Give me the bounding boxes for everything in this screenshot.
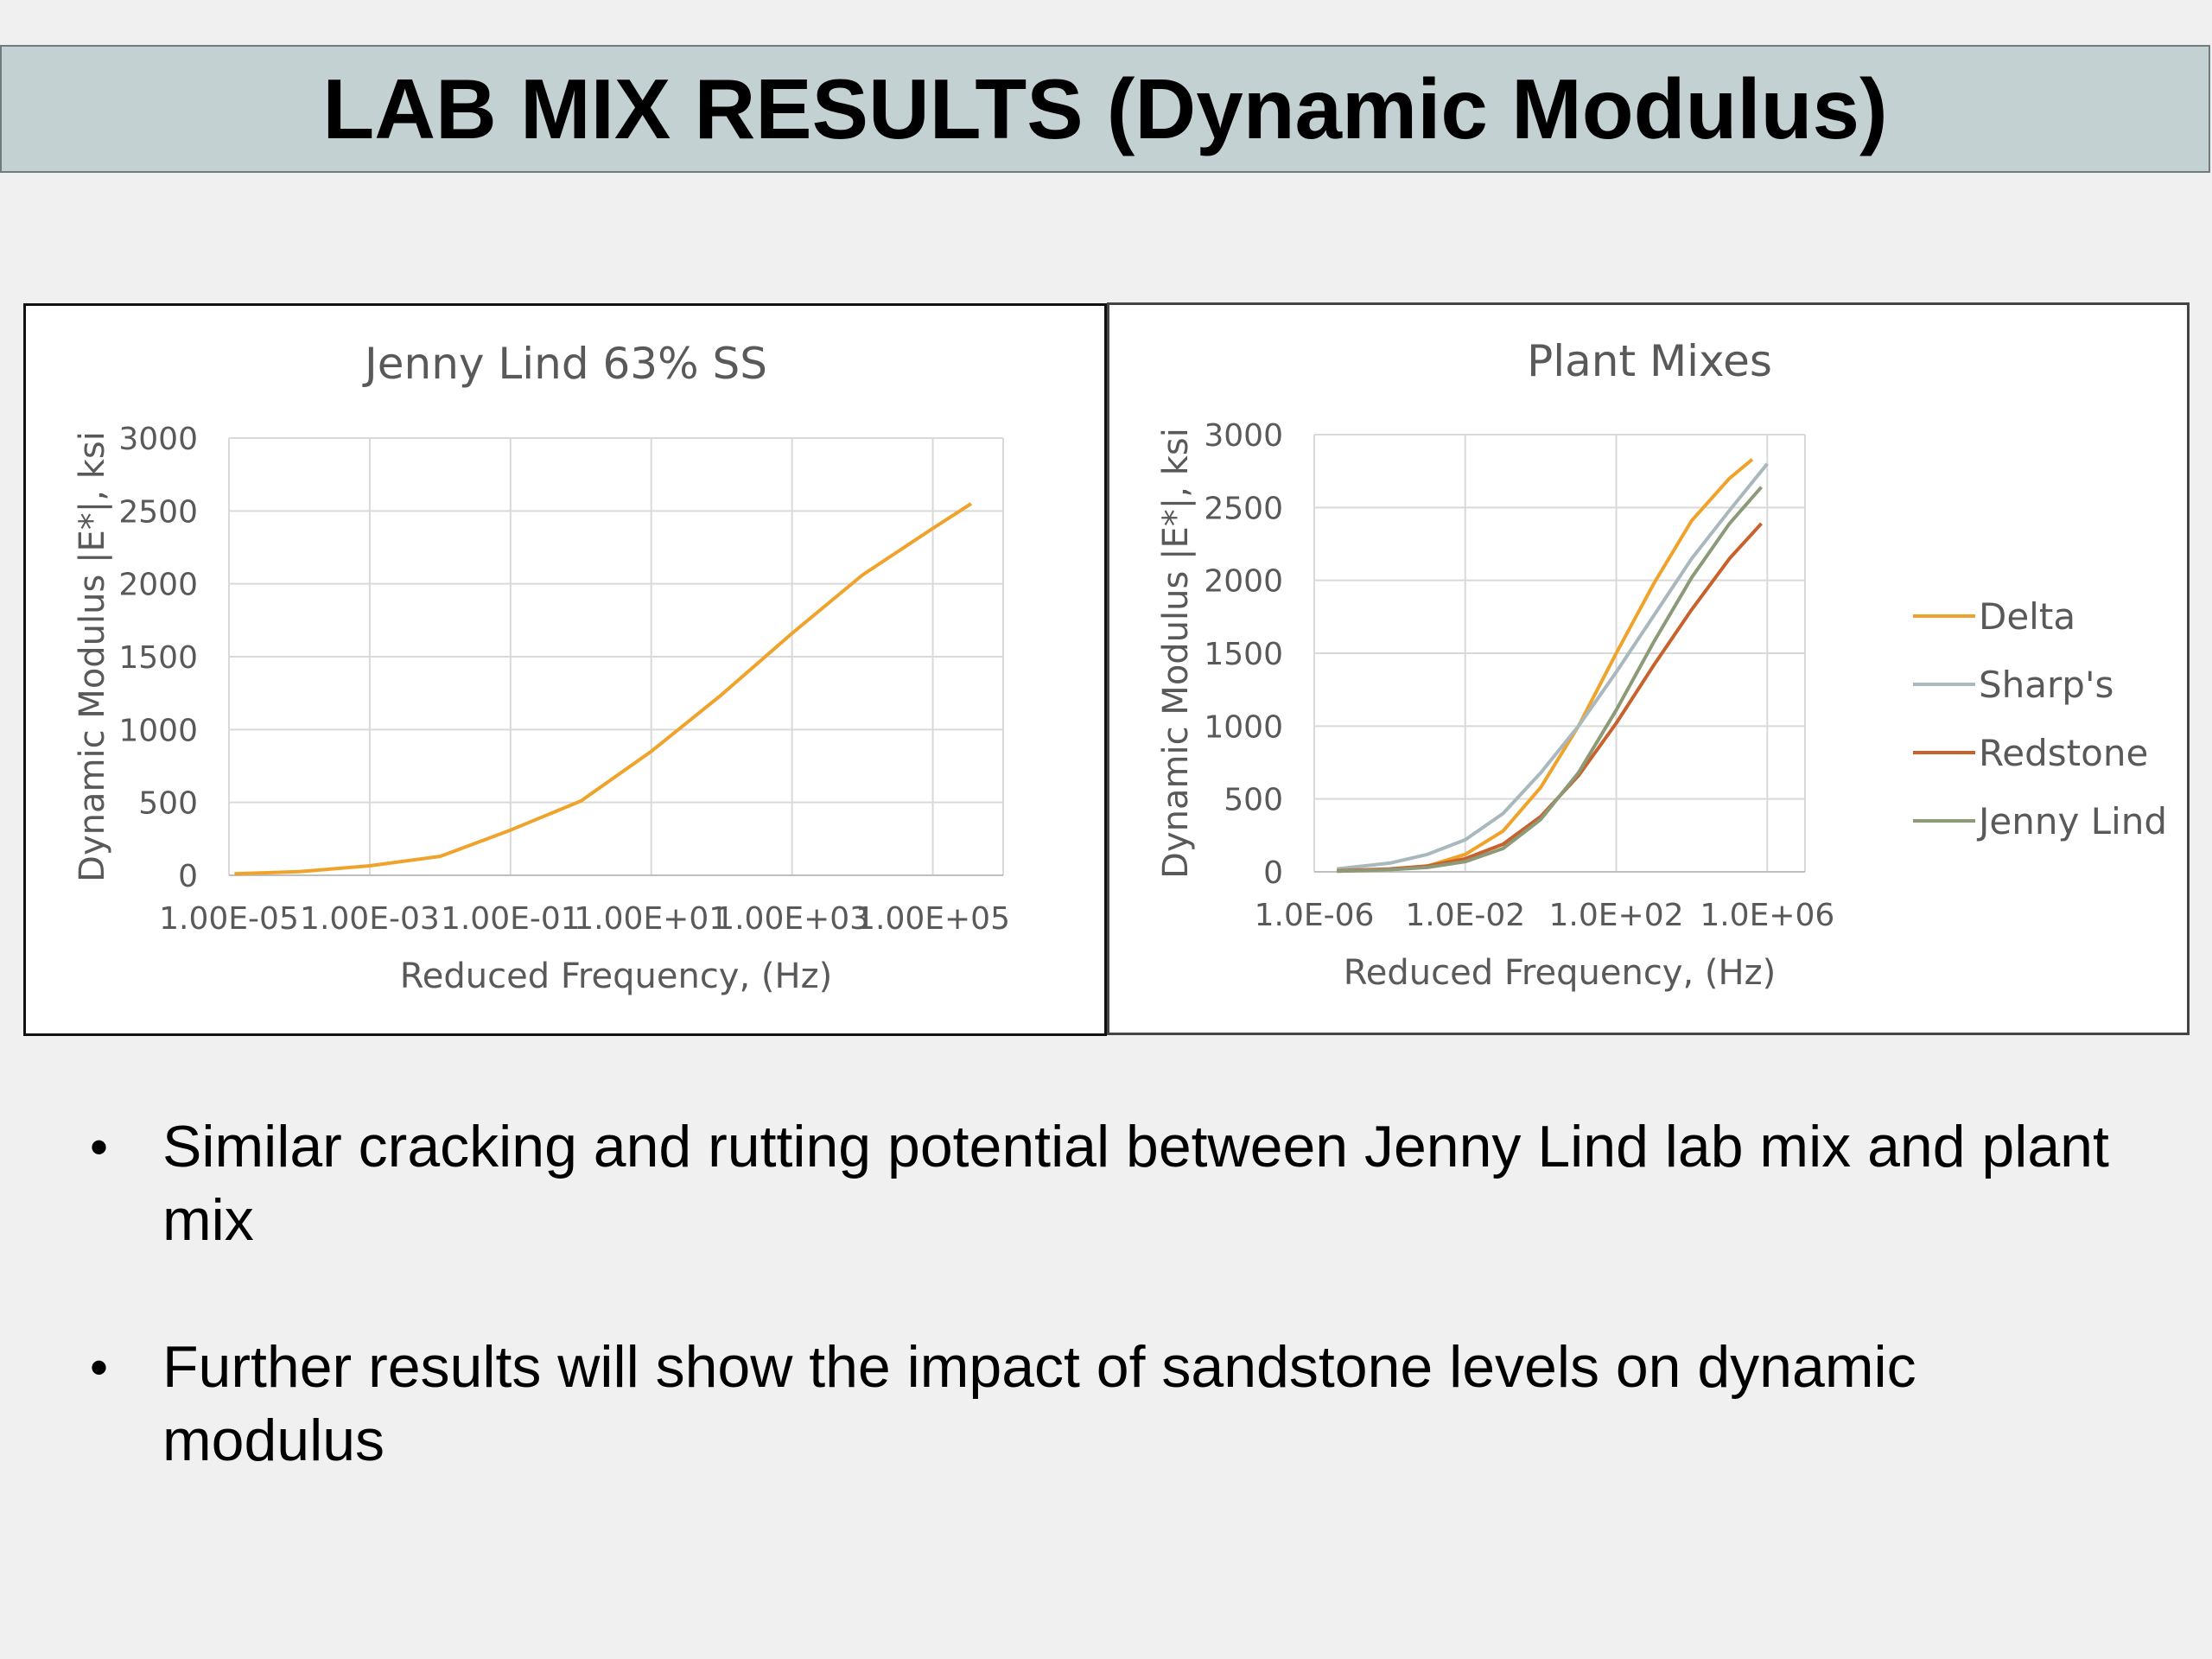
x-tick-label: 1.00E-01 (441, 901, 581, 937)
y-tick-label: 0 (1263, 855, 1283, 891)
bullet-text: Similar cracking and rutting potential b… (162, 1114, 2109, 1253)
x-tick-label: 1.0E-02 (1405, 898, 1525, 933)
chart-title: Plant Mixes (1527, 336, 1772, 386)
series-line-redstone (1337, 522, 1763, 873)
y-tick-label: 3000 (118, 422, 198, 457)
y-tick-label: 1000 (1204, 709, 1283, 745)
x-axis-title: Reduced Frequency, (Hz) (1344, 953, 1776, 993)
legend-label: Delta (1979, 595, 2075, 638)
y-tick-label: 2000 (1204, 564, 1283, 600)
x-tick-label: 1.00E-03 (300, 901, 440, 937)
y-tick-label: 2500 (1204, 491, 1283, 526)
y-tick-label: 500 (1224, 783, 1283, 818)
y-axis-title: Dynamic Modulus |E*|, ksi (73, 431, 112, 882)
y-tick-label: 2500 (118, 494, 198, 530)
x-tick-label: 1.00E+03 (715, 901, 869, 937)
series-line-0 (234, 502, 972, 876)
legend-label: Sharp's (1979, 664, 2113, 706)
x-tick-label: 1.00E+01 (574, 901, 728, 937)
y-tick-label: 1000 (118, 713, 198, 748)
chart-title: Jenny Lind 63% SS (362, 339, 767, 389)
slide-title-bar: LAB MIX RESULTS (Dynamic Modulus) (0, 45, 2210, 173)
y-tick-label: 500 (138, 786, 198, 822)
x-tick-label: 1.0E+06 (1700, 898, 1834, 933)
x-tick-label: 1.00E-05 (159, 901, 299, 937)
legend-label: Redstone (1979, 732, 2148, 774)
bullet-list: • Similar cracking and rutting potential… (86, 1110, 2143, 1551)
y-tick-label: 2000 (118, 568, 198, 603)
chart-jenny-lind-63-ss: Jenny Lind 63% SS 0 500 1000 1500 2000 2500 300… (23, 303, 1107, 1036)
y-tick-label: 0 (178, 859, 198, 894)
chart-plant-mixes: Plant Mixes 0 500 1000 1500 2000 2500 3000 1.0E-… (1107, 302, 2190, 1035)
series-line-delta (1337, 458, 1754, 874)
y-tick-label: 1500 (1204, 637, 1283, 672)
slide-title: LAB MIX RESULTS (Dynamic Modulus) (322, 60, 1888, 156)
chart-jenny-lind-svg: Jenny Lind 63% SS 0 500 1000 1500 2000 2500 300… (73, 339, 1010, 996)
bullet-icon: • (90, 1338, 109, 1396)
x-tick-label: 1.0E-06 (1255, 898, 1375, 933)
x-axis-title: Reduced Frequency, (Hz) (400, 957, 832, 996)
bullet-item: • Similar cracking and rutting potential… (86, 1110, 2143, 1257)
series-line-jenny-lind (1337, 486, 1764, 874)
x-tick-label: 1.00E+05 (855, 901, 1010, 937)
bullet-text: Further results will show the impact of … (162, 1334, 1916, 1473)
bullet-item: • Further results will show the impact o… (86, 1331, 2143, 1478)
x-tick-label: 1.0E+02 (1549, 898, 1684, 933)
y-tick-label: 1500 (118, 640, 198, 676)
legend-label: Jenny Lind (1976, 800, 2167, 842)
y-tick-label: 3000 (1204, 418, 1283, 454)
bullet-icon: • (90, 1118, 109, 1176)
series-line-sharp-s (1337, 462, 1769, 871)
chart-plant-mixes-svg: Plant Mixes 0 500 1000 1500 2000 2500 3000 1.0E-… (1156, 336, 2167, 993)
y-axis-title: Dynamic Modulus |E*|, ksi (1156, 428, 1196, 879)
